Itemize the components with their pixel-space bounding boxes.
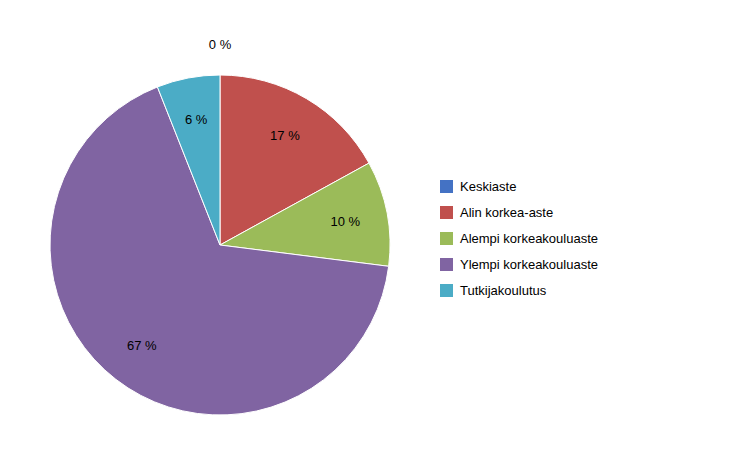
legend-label: Keskiaste <box>460 179 516 194</box>
legend-label: Alin korkea-aste <box>460 205 553 220</box>
legend: Keskiaste Alin korkea-aste Alempi korkeako… <box>440 179 598 298</box>
data-labels: 0 % 17 % 10 % 67 % 6 % <box>127 37 360 353</box>
legend-swatch <box>440 232 453 245</box>
chart: 0 % 17 % 10 % 67 % 6 % Keskiaste Alin korkea-a… <box>0 0 752 451</box>
legend-item: Alin korkea-aste <box>440 205 553 220</box>
data-label: 17 % <box>270 128 300 143</box>
legend-swatch <box>440 284 453 297</box>
data-label: 10 % <box>330 214 360 229</box>
data-label: 67 % <box>127 338 157 353</box>
pie <box>50 75 390 415</box>
data-label: 6 % <box>185 112 208 127</box>
legend-label: Tutkijakoulutus <box>460 283 547 298</box>
legend-label: Alempi korkeakouluaste <box>460 231 598 246</box>
legend-swatch <box>440 180 453 193</box>
legend-item: Keskiaste <box>440 179 516 194</box>
legend-item: Alempi korkeakouluaste <box>440 231 598 246</box>
legend-item: Ylempi korkeakouluaste <box>440 257 598 272</box>
data-label: 0 % <box>209 37 232 52</box>
pie-slice <box>157 75 220 245</box>
legend-swatch <box>440 206 453 219</box>
legend-label: Ylempi korkeakouluaste <box>460 257 598 272</box>
legend-item: Tutkijakoulutus <box>440 283 547 298</box>
legend-swatch <box>440 258 453 271</box>
